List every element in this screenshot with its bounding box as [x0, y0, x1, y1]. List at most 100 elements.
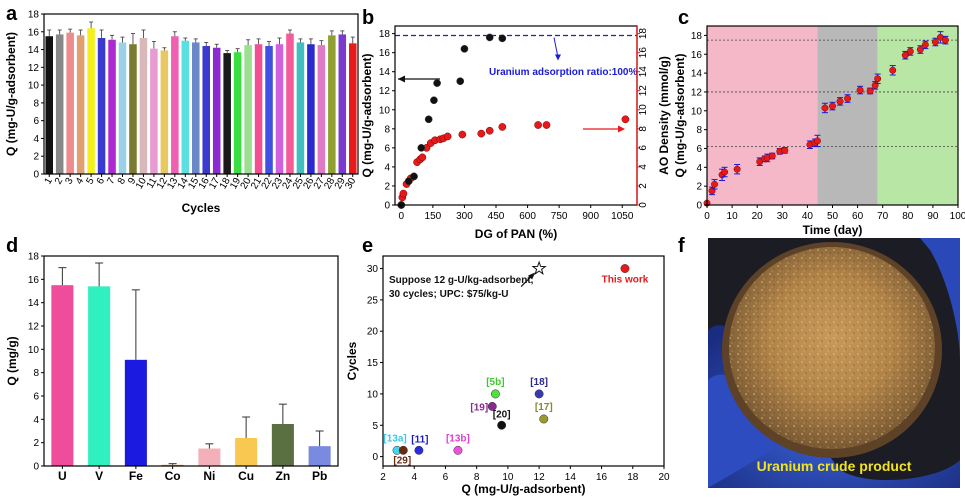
ao-density-point [542, 121, 551, 129]
x-tick-label: 1 [43, 176, 56, 187]
bar-cycle-16 [202, 46, 211, 174]
panel-letter-c: c [678, 7, 689, 29]
data-point [768, 152, 776, 160]
x-tick-label: Co [165, 469, 181, 483]
y-tick-label: 16 [28, 275, 40, 286]
data-point [821, 104, 829, 112]
data-point [889, 66, 897, 74]
y-tick-label: 16 [379, 48, 391, 59]
panel-letter-b: b [362, 7, 374, 29]
ao-density-point [418, 153, 427, 162]
x-tick-label: 27 [312, 176, 327, 192]
y-tick-label: 6 [696, 144, 702, 155]
x-tick-label: 2 [380, 472, 386, 483]
point-13b [453, 445, 463, 455]
note-line-2: 30 cycles; UPC: $75/kg-U [389, 289, 509, 300]
x-tick-label: 24 [280, 176, 295, 192]
x-tick-label: 14 [565, 472, 577, 483]
bar-cycle-6 [97, 38, 106, 174]
x-tick-label: 750 [551, 211, 568, 222]
bar-cycle-1 [45, 36, 54, 174]
x-tick-label: 26 [301, 176, 316, 192]
x-tick-label: 150 [425, 211, 442, 222]
bar-cycle-28 [328, 35, 336, 175]
y-tick-label: 16 [28, 27, 40, 38]
x-tick-label: 90 [927, 211, 939, 222]
y-tick-label: 12 [28, 322, 40, 333]
bar-cycle-11 [150, 48, 158, 174]
ao-density-point [485, 126, 494, 135]
bar-U [51, 285, 74, 466]
data-point [874, 75, 882, 83]
x-tick-label: 6 [443, 472, 449, 483]
annotation-label: Uranium adsorption ratio:100% [489, 67, 637, 78]
bar-cycle-22 [265, 46, 273, 174]
x-tick-label: 80 [902, 211, 914, 222]
panel-letter-f: f [678, 235, 685, 257]
x-tick-label: Fe [129, 469, 143, 483]
bar-cycle-2 [55, 34, 64, 174]
q-point [404, 177, 413, 186]
y-tick-label: 2 [33, 438, 39, 449]
q-point [430, 96, 438, 105]
point-label: [11] [411, 434, 428, 445]
x-tick-label: 10 [727, 211, 739, 222]
y-right-tick-label: 10 [638, 104, 649, 116]
y-right-tick-label: 2 [638, 183, 649, 189]
y-tick-label: 2 [33, 152, 39, 163]
y-axis-label: Q (mg-U/g-adsorbent) [360, 54, 374, 178]
x-tick-label: 7 [105, 176, 118, 187]
left-axis-arrowhead [398, 75, 405, 83]
x-tick-label: 30 [343, 176, 358, 192]
x-axis-label: Time (day) [803, 223, 863, 237]
y-tick-label: 4 [33, 134, 39, 145]
y-axis-label: Q (mg-U/g-adsorbent) [673, 54, 687, 178]
q-point [456, 77, 465, 86]
y-tick-label: 14 [691, 69, 703, 80]
q-point [460, 45, 469, 53]
point-label: [19] [470, 402, 488, 413]
x-tick-label: Pb [312, 469, 327, 483]
bar-cycle-27 [317, 45, 326, 174]
x-tick-label: 19 [228, 176, 243, 192]
y-tick-label: 10 [379, 105, 391, 116]
point-11 [414, 445, 424, 455]
y-tick-label: 0 [33, 170, 39, 181]
y-tick-label: 25 [367, 295, 379, 306]
panel-f-photo: Uranium crude product [708, 238, 960, 488]
data-point [813, 137, 821, 145]
y-tick-label: 10 [367, 389, 379, 400]
bar-cycle-4 [76, 35, 85, 175]
x-tick-label: 3 [63, 176, 76, 187]
bar-cycle-29 [338, 34, 347, 174]
annotation-arrowhead [555, 54, 561, 61]
y-right-tick-label: 18 [638, 28, 649, 40]
x-tick-label: 1050 [611, 211, 634, 222]
x-tick-label: 16 [596, 472, 608, 483]
x-tick-label: 30 [777, 211, 789, 222]
y-tick-label: 10 [691, 106, 703, 117]
y-axis-label: Q (mg/g) [5, 336, 19, 385]
x-tick-label: Zn [276, 469, 291, 483]
y-tick-label: 6 [384, 143, 390, 154]
bar-cycle-17 [212, 47, 221, 174]
disk-texture [729, 247, 935, 449]
x-tick-label: 28 [322, 176, 337, 192]
point-label: [17] [535, 402, 553, 413]
x-tick-label: 23 [270, 176, 285, 192]
x-tick-label: 50 [827, 211, 839, 222]
panel-b-dual-axis-scatter: Uranium adsorption ratio:100% 0 150 300 450 6… [360, 25, 671, 241]
ao-density-point [534, 121, 542, 129]
bar-cycle-15 [191, 42, 200, 174]
point-label: [29] [393, 455, 411, 466]
y-tick-label: 0 [384, 201, 390, 212]
x-tick-label: 16 [197, 176, 212, 192]
y-right-tick-label: 16 [638, 47, 649, 59]
y-tick-label: 18 [379, 29, 391, 40]
bar-cycle-23 [275, 44, 284, 174]
bar-cycle-13 [171, 36, 179, 174]
x-tick-label: 12 [534, 472, 546, 483]
point-label: [13a] [383, 433, 406, 444]
x-tick-label: U [58, 469, 67, 483]
